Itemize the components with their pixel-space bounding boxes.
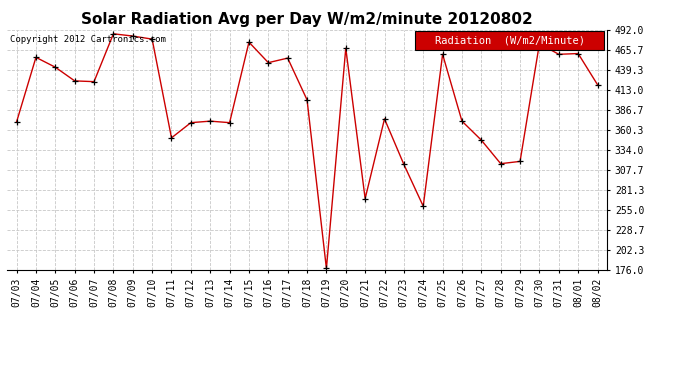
FancyBboxPatch shape — [415, 31, 604, 50]
Text: Radiation  (W/m2/Minute): Radiation (W/m2/Minute) — [435, 36, 584, 45]
Title: Solar Radiation Avg per Day W/m2/minute 20120802: Solar Radiation Avg per Day W/m2/minute … — [81, 12, 533, 27]
Text: Copyright 2012 Cartronics.com: Copyright 2012 Cartronics.com — [10, 35, 166, 44]
